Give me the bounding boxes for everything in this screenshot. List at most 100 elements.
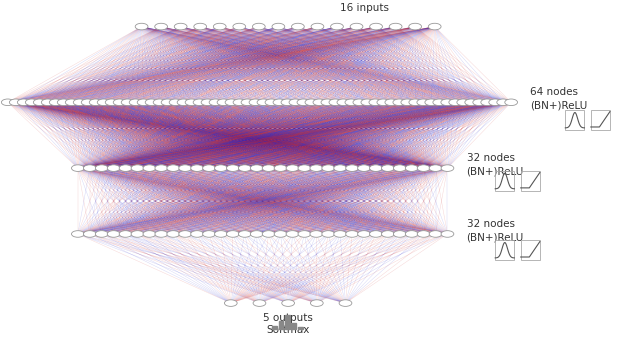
- Circle shape: [194, 23, 207, 30]
- Bar: [591, 110, 610, 130]
- Circle shape: [262, 231, 275, 237]
- Circle shape: [10, 99, 22, 106]
- Circle shape: [225, 300, 237, 306]
- Circle shape: [95, 165, 108, 171]
- Circle shape: [241, 99, 254, 106]
- Circle shape: [203, 231, 216, 237]
- Circle shape: [441, 99, 454, 106]
- Circle shape: [121, 99, 134, 106]
- Text: 32 nodes
(BN+)ReLU: 32 nodes (BN+)ReLU: [467, 219, 524, 242]
- Text: 32 nodes
(BN+)ReLU: 32 nodes (BN+)ReLU: [467, 153, 524, 176]
- Circle shape: [331, 23, 344, 30]
- Circle shape: [449, 99, 461, 106]
- Circle shape: [358, 231, 371, 237]
- Circle shape: [250, 231, 263, 237]
- Circle shape: [385, 99, 397, 106]
- Circle shape: [203, 165, 216, 171]
- Bar: [521, 240, 540, 260]
- Circle shape: [249, 99, 262, 106]
- Text: 16 inputs: 16 inputs: [340, 3, 389, 13]
- Circle shape: [370, 23, 383, 30]
- Circle shape: [108, 231, 120, 237]
- Circle shape: [441, 231, 454, 237]
- Circle shape: [105, 99, 118, 106]
- Circle shape: [17, 99, 30, 106]
- Circle shape: [310, 300, 323, 306]
- Circle shape: [272, 23, 285, 30]
- Circle shape: [65, 99, 78, 106]
- Circle shape: [334, 165, 346, 171]
- Circle shape: [58, 99, 70, 106]
- Circle shape: [155, 165, 168, 171]
- Circle shape: [26, 99, 38, 106]
- Circle shape: [131, 165, 144, 171]
- Circle shape: [497, 99, 509, 106]
- Circle shape: [322, 231, 335, 237]
- Circle shape: [145, 99, 158, 106]
- Circle shape: [394, 165, 406, 171]
- Circle shape: [305, 99, 318, 106]
- Circle shape: [281, 99, 294, 106]
- Circle shape: [177, 99, 190, 106]
- Circle shape: [72, 231, 84, 237]
- Bar: [495, 171, 515, 191]
- Circle shape: [185, 99, 198, 106]
- Circle shape: [425, 99, 438, 106]
- Circle shape: [361, 99, 374, 106]
- Circle shape: [83, 231, 96, 237]
- Circle shape: [289, 99, 302, 106]
- Circle shape: [81, 99, 94, 106]
- Circle shape: [135, 23, 148, 30]
- Circle shape: [334, 231, 346, 237]
- Circle shape: [167, 231, 180, 237]
- Circle shape: [49, 99, 62, 106]
- Circle shape: [90, 99, 102, 106]
- Bar: [521, 171, 540, 191]
- Circle shape: [298, 231, 311, 237]
- Circle shape: [465, 99, 477, 106]
- Circle shape: [238, 231, 251, 237]
- Circle shape: [153, 99, 166, 106]
- Circle shape: [217, 99, 230, 106]
- Circle shape: [286, 231, 299, 237]
- Circle shape: [161, 99, 174, 106]
- Circle shape: [95, 231, 108, 237]
- Circle shape: [257, 99, 270, 106]
- Bar: [298, 327, 303, 329]
- Circle shape: [119, 231, 132, 237]
- Circle shape: [253, 300, 266, 306]
- Circle shape: [339, 300, 352, 306]
- Text: 64 nodes
(BN+)ReLU: 64 nodes (BN+)ReLU: [531, 87, 588, 110]
- Circle shape: [353, 99, 365, 106]
- Circle shape: [238, 165, 251, 171]
- Circle shape: [417, 165, 430, 171]
- Circle shape: [297, 99, 310, 106]
- Circle shape: [274, 165, 287, 171]
- Circle shape: [350, 23, 363, 30]
- Circle shape: [131, 231, 144, 237]
- Circle shape: [193, 99, 206, 106]
- Circle shape: [489, 99, 502, 106]
- Circle shape: [321, 99, 333, 106]
- Circle shape: [381, 231, 394, 237]
- Circle shape: [143, 231, 156, 237]
- Circle shape: [394, 231, 406, 237]
- Circle shape: [310, 165, 323, 171]
- Circle shape: [433, 99, 445, 106]
- Circle shape: [345, 99, 358, 106]
- Circle shape: [1, 99, 14, 106]
- Circle shape: [191, 231, 204, 237]
- Circle shape: [417, 231, 430, 237]
- Circle shape: [337, 99, 349, 106]
- Circle shape: [155, 23, 168, 30]
- Circle shape: [273, 99, 286, 106]
- Circle shape: [393, 99, 406, 106]
- Circle shape: [201, 99, 214, 106]
- Circle shape: [225, 99, 238, 106]
- Circle shape: [191, 165, 204, 171]
- Circle shape: [405, 231, 418, 237]
- Circle shape: [358, 165, 371, 171]
- Circle shape: [369, 99, 381, 106]
- Circle shape: [401, 99, 413, 106]
- Circle shape: [167, 165, 180, 171]
